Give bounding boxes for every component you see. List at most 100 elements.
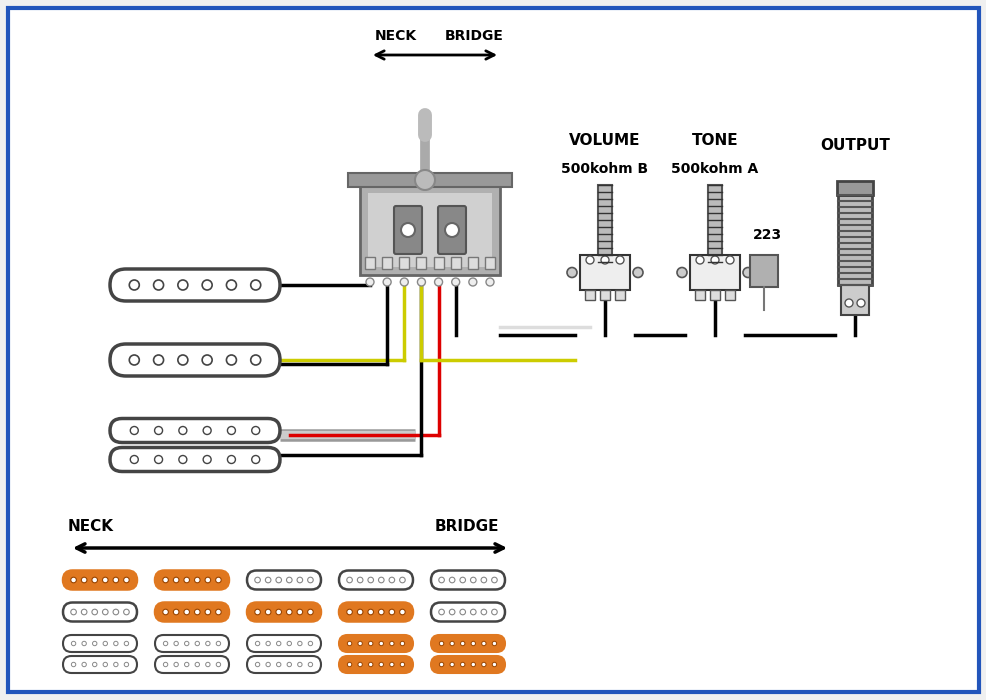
Circle shape xyxy=(71,609,76,615)
Circle shape xyxy=(452,278,459,286)
Circle shape xyxy=(286,609,292,615)
Bar xyxy=(484,257,495,269)
Circle shape xyxy=(155,426,163,435)
FancyBboxPatch shape xyxy=(246,635,320,652)
Circle shape xyxy=(276,641,281,645)
Circle shape xyxy=(450,641,454,645)
Circle shape xyxy=(195,641,199,645)
Circle shape xyxy=(227,456,236,463)
FancyBboxPatch shape xyxy=(338,570,412,589)
Circle shape xyxy=(726,256,734,264)
Circle shape xyxy=(417,278,425,286)
Circle shape xyxy=(250,355,260,365)
Bar xyxy=(725,290,735,300)
Circle shape xyxy=(215,609,221,615)
Text: VOLUME: VOLUME xyxy=(569,133,640,148)
FancyBboxPatch shape xyxy=(246,603,320,622)
Circle shape xyxy=(742,267,752,277)
Circle shape xyxy=(163,578,169,583)
Circle shape xyxy=(480,609,486,615)
Text: NECK: NECK xyxy=(375,29,417,43)
FancyBboxPatch shape xyxy=(246,570,320,589)
Circle shape xyxy=(164,641,168,645)
Circle shape xyxy=(202,280,212,290)
Bar xyxy=(709,290,719,300)
Circle shape xyxy=(203,426,211,435)
Circle shape xyxy=(205,609,210,615)
Circle shape xyxy=(615,256,623,264)
Circle shape xyxy=(113,609,118,615)
Circle shape xyxy=(368,578,373,583)
Circle shape xyxy=(460,662,464,666)
Circle shape xyxy=(400,662,404,666)
Circle shape xyxy=(468,278,476,286)
Circle shape xyxy=(308,578,313,583)
Circle shape xyxy=(103,578,108,583)
Circle shape xyxy=(93,662,97,666)
Circle shape xyxy=(254,609,260,615)
Circle shape xyxy=(414,170,435,190)
Circle shape xyxy=(491,609,497,615)
Circle shape xyxy=(439,578,444,583)
Circle shape xyxy=(103,641,107,645)
Circle shape xyxy=(195,662,199,666)
Circle shape xyxy=(202,355,212,365)
FancyBboxPatch shape xyxy=(431,570,505,589)
Circle shape xyxy=(123,609,129,615)
Circle shape xyxy=(287,662,291,666)
FancyBboxPatch shape xyxy=(109,344,280,376)
Circle shape xyxy=(844,299,852,307)
Circle shape xyxy=(129,355,139,365)
Bar xyxy=(840,285,868,315)
Bar xyxy=(467,257,477,269)
Circle shape xyxy=(481,641,485,645)
Circle shape xyxy=(177,355,187,365)
Circle shape xyxy=(308,662,313,666)
Bar xyxy=(365,257,375,269)
Bar xyxy=(368,193,491,267)
FancyBboxPatch shape xyxy=(109,269,280,301)
Text: OUTPUT: OUTPUT xyxy=(819,137,889,153)
Circle shape xyxy=(92,609,98,615)
Circle shape xyxy=(439,662,444,666)
Bar xyxy=(382,257,391,269)
Bar xyxy=(348,173,512,187)
Circle shape xyxy=(130,426,138,435)
Circle shape xyxy=(81,609,87,615)
Circle shape xyxy=(216,641,221,645)
Circle shape xyxy=(215,578,221,583)
Circle shape xyxy=(470,609,475,615)
Circle shape xyxy=(130,456,138,463)
Circle shape xyxy=(177,280,187,290)
Circle shape xyxy=(154,355,164,365)
FancyBboxPatch shape xyxy=(155,635,229,652)
Text: BRIDGE: BRIDGE xyxy=(435,519,499,534)
Circle shape xyxy=(470,578,475,583)
Circle shape xyxy=(255,662,259,666)
Bar xyxy=(707,185,722,255)
Circle shape xyxy=(346,609,352,615)
Circle shape xyxy=(434,278,442,286)
Text: BRIDGE: BRIDGE xyxy=(445,29,504,43)
FancyBboxPatch shape xyxy=(431,635,505,652)
Circle shape xyxy=(566,267,577,277)
Circle shape xyxy=(400,641,404,645)
Circle shape xyxy=(449,609,455,615)
Circle shape xyxy=(459,609,465,615)
Circle shape xyxy=(389,662,393,666)
Circle shape xyxy=(92,578,98,583)
Bar xyxy=(585,290,595,300)
Circle shape xyxy=(389,641,393,645)
Circle shape xyxy=(174,662,178,666)
Text: NECK: NECK xyxy=(68,519,114,534)
Bar xyxy=(451,257,460,269)
Text: 223: 223 xyxy=(751,228,781,242)
Circle shape xyxy=(287,641,291,645)
Bar xyxy=(689,255,740,290)
Circle shape xyxy=(450,662,454,666)
Bar xyxy=(694,290,704,300)
Circle shape xyxy=(399,609,405,615)
Circle shape xyxy=(358,662,362,666)
Circle shape xyxy=(368,641,373,645)
Circle shape xyxy=(183,578,189,583)
